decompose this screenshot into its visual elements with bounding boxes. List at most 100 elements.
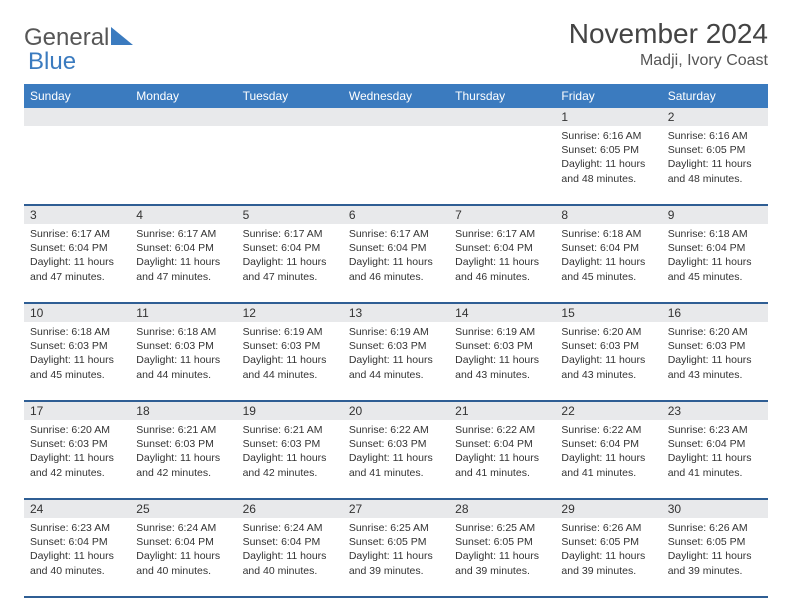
sunset-text: Sunset: 6:04 PM <box>561 437 655 451</box>
day-number: 8 <box>555 206 661 224</box>
daylight-text: Daylight: 11 hours and 39 minutes. <box>349 549 443 577</box>
daylight-text: Daylight: 11 hours and 45 minutes. <box>668 255 762 283</box>
daynum-row: 10111213141516 <box>24 304 768 322</box>
day-number: 21 <box>449 402 555 420</box>
day-number: 29 <box>555 500 661 518</box>
day-number: 1 <box>555 108 661 126</box>
sunset-text: Sunset: 6:04 PM <box>455 241 549 255</box>
day-number: 10 <box>24 304 130 322</box>
day-header-monday: Monday <box>130 84 236 108</box>
sunrise-text: Sunrise: 6:19 AM <box>349 325 443 339</box>
day-number: 26 <box>237 500 343 518</box>
day-header-thursday: Thursday <box>449 84 555 108</box>
sunrise-text: Sunrise: 6:22 AM <box>455 423 549 437</box>
sunrise-text: Sunrise: 6:26 AM <box>561 521 655 535</box>
day-number: 24 <box>24 500 130 518</box>
daylight-text: Daylight: 11 hours and 40 minutes. <box>136 549 230 577</box>
day-number <box>343 108 449 126</box>
daylight-text: Daylight: 11 hours and 39 minutes. <box>455 549 549 577</box>
day-number <box>130 108 236 126</box>
day-cell <box>130 126 236 204</box>
day-header-tuesday: Tuesday <box>237 84 343 108</box>
daylight-text: Daylight: 11 hours and 48 minutes. <box>561 157 655 185</box>
day-header-saturday: Saturday <box>662 84 768 108</box>
daylight-text: Daylight: 11 hours and 45 minutes. <box>561 255 655 283</box>
day-header-sunday: Sunday <box>24 84 130 108</box>
daynum-row: 24252627282930 <box>24 500 768 518</box>
location: Madji, Ivory Coast <box>569 52 768 70</box>
sunrise-text: Sunrise: 6:22 AM <box>349 423 443 437</box>
day-number: 17 <box>24 402 130 420</box>
day-number: 25 <box>130 500 236 518</box>
day-cell: Sunrise: 6:17 AMSunset: 6:04 PMDaylight:… <box>237 224 343 302</box>
sunset-text: Sunset: 6:03 PM <box>668 339 762 353</box>
sunset-text: Sunset: 6:03 PM <box>561 339 655 353</box>
daylight-text: Daylight: 11 hours and 39 minutes. <box>668 549 762 577</box>
sunset-text: Sunset: 6:03 PM <box>136 437 230 451</box>
daylight-text: Daylight: 11 hours and 47 minutes. <box>136 255 230 283</box>
daynum-row: 17181920212223 <box>24 402 768 420</box>
week-row: Sunrise: 6:16 AMSunset: 6:05 PMDaylight:… <box>24 126 768 206</box>
sunrise-text: Sunrise: 6:18 AM <box>136 325 230 339</box>
daynum-row: 3456789 <box>24 206 768 224</box>
day-cell: Sunrise: 6:20 AMSunset: 6:03 PMDaylight:… <box>555 322 661 400</box>
day-number: 12 <box>237 304 343 322</box>
sunrise-text: Sunrise: 6:20 AM <box>30 423 124 437</box>
week-row: Sunrise: 6:17 AMSunset: 6:04 PMDaylight:… <box>24 224 768 304</box>
day-cell: Sunrise: 6:23 AMSunset: 6:04 PMDaylight:… <box>662 420 768 498</box>
day-number <box>24 108 130 126</box>
daylight-text: Daylight: 11 hours and 44 minutes. <box>243 353 337 381</box>
daynum-row: 12 <box>24 108 768 126</box>
sunrise-text: Sunrise: 6:24 AM <box>243 521 337 535</box>
day-number: 11 <box>130 304 236 322</box>
sunset-text: Sunset: 6:03 PM <box>243 437 337 451</box>
day-cell: Sunrise: 6:21 AMSunset: 6:03 PMDaylight:… <box>130 420 236 498</box>
day-cell: Sunrise: 6:22 AMSunset: 6:04 PMDaylight:… <box>449 420 555 498</box>
day-cell: Sunrise: 6:24 AMSunset: 6:04 PMDaylight:… <box>237 518 343 596</box>
sunrise-text: Sunrise: 6:16 AM <box>668 129 762 143</box>
day-number: 5 <box>237 206 343 224</box>
sunrise-text: Sunrise: 6:23 AM <box>668 423 762 437</box>
day-cell: Sunrise: 6:23 AMSunset: 6:04 PMDaylight:… <box>24 518 130 596</box>
daylight-text: Daylight: 11 hours and 45 minutes. <box>30 353 124 381</box>
calendar: Sunday Monday Tuesday Wednesday Thursday… <box>24 84 768 598</box>
sunset-text: Sunset: 6:03 PM <box>455 339 549 353</box>
day-cell: Sunrise: 6:17 AMSunset: 6:04 PMDaylight:… <box>449 224 555 302</box>
sunset-text: Sunset: 6:04 PM <box>243 535 337 549</box>
daylight-text: Daylight: 11 hours and 42 minutes. <box>136 451 230 479</box>
logo-triangle-icon <box>111 24 133 52</box>
day-number: 6 <box>343 206 449 224</box>
sunset-text: Sunset: 6:04 PM <box>30 241 124 255</box>
header: General November 2024 Madji, Ivory Coast <box>24 18 768 70</box>
sunrise-text: Sunrise: 6:21 AM <box>136 423 230 437</box>
day-number: 4 <box>130 206 236 224</box>
daylight-text: Daylight: 11 hours and 46 minutes. <box>455 255 549 283</box>
sunrise-text: Sunrise: 6:20 AM <box>668 325 762 339</box>
day-cell: Sunrise: 6:19 AMSunset: 6:03 PMDaylight:… <box>449 322 555 400</box>
sunset-text: Sunset: 6:03 PM <box>136 339 230 353</box>
sunset-text: Sunset: 6:05 PM <box>561 143 655 157</box>
sunset-text: Sunset: 6:05 PM <box>455 535 549 549</box>
logo: General <box>24 18 135 52</box>
sunset-text: Sunset: 6:05 PM <box>561 535 655 549</box>
daylight-text: Daylight: 11 hours and 40 minutes. <box>30 549 124 577</box>
day-cell: Sunrise: 6:24 AMSunset: 6:04 PMDaylight:… <box>130 518 236 596</box>
day-number: 2 <box>662 108 768 126</box>
daylight-text: Daylight: 11 hours and 44 minutes. <box>136 353 230 381</box>
sunrise-text: Sunrise: 6:24 AM <box>136 521 230 535</box>
sunrise-text: Sunrise: 6:17 AM <box>243 227 337 241</box>
daylight-text: Daylight: 11 hours and 42 minutes. <box>243 451 337 479</box>
daylight-text: Daylight: 11 hours and 48 minutes. <box>668 157 762 185</box>
day-number: 9 <box>662 206 768 224</box>
sunrise-text: Sunrise: 6:17 AM <box>455 227 549 241</box>
day-number: 19 <box>237 402 343 420</box>
sunset-text: Sunset: 6:04 PM <box>561 241 655 255</box>
title-block: November 2024 Madji, Ivory Coast <box>569 18 768 70</box>
sunset-text: Sunset: 6:03 PM <box>349 339 443 353</box>
daylight-text: Daylight: 11 hours and 47 minutes. <box>243 255 337 283</box>
daylight-text: Daylight: 11 hours and 39 minutes. <box>561 549 655 577</box>
sunset-text: Sunset: 6:04 PM <box>349 241 443 255</box>
sunset-text: Sunset: 6:04 PM <box>243 241 337 255</box>
day-cell: Sunrise: 6:19 AMSunset: 6:03 PMDaylight:… <box>343 322 449 400</box>
day-number: 23 <box>662 402 768 420</box>
